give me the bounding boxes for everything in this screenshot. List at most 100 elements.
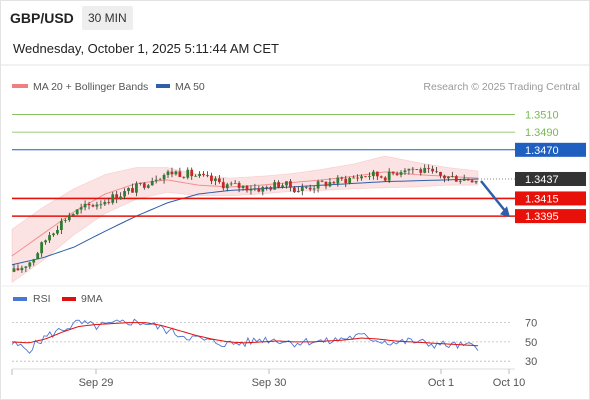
candle-body (142, 183, 146, 188)
candle-body (59, 220, 63, 231)
candle-body (300, 187, 304, 192)
candle-body (312, 188, 316, 190)
ma50-line (11, 178, 479, 266)
pair-title: GBP/USD (10, 10, 74, 26)
candle-body (427, 167, 431, 169)
candle-body (91, 205, 95, 207)
candle-body (123, 191, 126, 197)
candle-body (95, 204, 99, 207)
candle-body (154, 179, 158, 181)
level-label-1.3395: 1.3395 (525, 211, 559, 223)
candle-body (138, 183, 142, 184)
candle-body (225, 184, 229, 189)
candle-body (371, 171, 375, 177)
rsi-ma-legend-label: 9MA (81, 293, 103, 305)
x-tick-label-1: Sep 30 (252, 377, 287, 389)
candle-body (162, 175, 166, 180)
candle-body (435, 171, 438, 173)
level-label-1.3470: 1.3470 (525, 145, 559, 157)
ma50-legend-swatch (156, 84, 170, 88)
candle-body (328, 182, 332, 187)
candle-body (399, 172, 403, 175)
candle-body (407, 168, 411, 171)
candle-body (356, 177, 359, 179)
candle-body (202, 173, 205, 175)
candle-body (135, 183, 138, 193)
candle-body (375, 171, 379, 177)
level-label-box-1.3470 (515, 142, 586, 157)
candle-body (233, 183, 237, 184)
candle-body (241, 185, 245, 188)
bollinger-band-layer (11, 155, 479, 284)
candle-body (443, 175, 446, 179)
candle-body (411, 168, 415, 170)
bollinger-band (11, 155, 479, 284)
candle-body (360, 176, 363, 179)
rsi-ma-legend-swatch (62, 297, 76, 301)
candle-body (285, 181, 288, 186)
candle-body (265, 187, 269, 188)
candle-body (249, 189, 253, 191)
candle-body (269, 187, 273, 190)
candle-body (257, 188, 261, 192)
forecast-arrow-layer (480, 180, 510, 218)
candle-body (67, 216, 71, 221)
candle-body (308, 187, 312, 190)
candle-body (32, 259, 36, 263)
candle-body (190, 169, 194, 177)
candle-body (364, 176, 367, 178)
candle-body (24, 266, 28, 268)
candle-body (368, 176, 371, 177)
candle-body (127, 188, 130, 192)
candles-layer (12, 164, 478, 273)
forecast-arrow-head (500, 206, 510, 218)
candle-body (352, 177, 356, 179)
candle-body (277, 182, 280, 188)
timestamp: Wednesday, October 1, 2025 5:11:44 AM CE… (13, 41, 279, 56)
candle-body (174, 171, 178, 175)
x-axis-ticks: Sep 29 Sep 30 Oct 1 Oct 10 (79, 369, 525, 389)
rsi-tick-70: 70 (525, 318, 537, 330)
candle-body (383, 177, 387, 181)
candle-body (28, 262, 32, 267)
candle-body (150, 180, 154, 186)
candle-body (296, 191, 300, 193)
candle-body (214, 178, 217, 181)
candle-body (336, 177, 340, 184)
candle-body (12, 268, 16, 272)
credit-text: Research © 2025 Trading Central (423, 81, 580, 93)
candle-body (178, 171, 182, 177)
candle-body (20, 267, 24, 271)
candle-body (289, 181, 292, 188)
candle-body (87, 203, 91, 206)
candle-body (395, 173, 399, 175)
candle-body (439, 171, 442, 176)
candle-body (340, 177, 344, 179)
candle-body (131, 188, 134, 193)
candle-body (79, 207, 83, 210)
level-label-box-1.3437 (515, 171, 586, 186)
rsi-tick-50: 50 (525, 337, 537, 349)
candle-body (466, 178, 470, 181)
candle-body (261, 187, 265, 192)
candle-body (36, 253, 40, 260)
candle-body (107, 201, 111, 203)
candle-body (324, 181, 328, 187)
candle-body (292, 187, 296, 193)
candle-body (75, 209, 79, 215)
candle-body (99, 204, 103, 206)
candle-body (83, 203, 87, 208)
header: GBP/USD 30 MIN (0, 0, 590, 36)
candle-body (458, 180, 462, 182)
level-labels-layer: 1.3510 1.3490 1.3470 1.3437 1.3415 1.3395 (515, 109, 586, 224)
rsi-legend-swatch (13, 297, 27, 301)
candle-body (379, 176, 383, 178)
x-tick-label-0: Sep 29 (79, 377, 114, 389)
candle-body (391, 171, 395, 174)
rsi-lines (11, 318, 479, 354)
candle-body (119, 196, 123, 200)
interval-badge[interactable]: 30 MIN (82, 6, 133, 30)
candle-body (111, 194, 115, 203)
candle-body (462, 178, 466, 181)
